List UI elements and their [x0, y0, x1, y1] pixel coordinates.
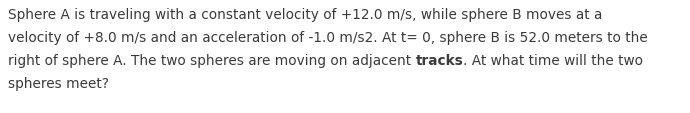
- Text: right of sphere A. The two spheres are moving on adjacent: right of sphere A. The two spheres are m…: [8, 54, 415, 67]
- Text: velocity of +8.0 m/s and an acceleration of -1.0 m/s2. At t= 0, sphere B is 52.0: velocity of +8.0 m/s and an acceleration…: [8, 31, 648, 45]
- Text: . At what time will the two: . At what time will the two: [463, 54, 643, 67]
- Text: tracks: tracks: [415, 54, 463, 67]
- Text: spheres meet?: spheres meet?: [8, 76, 109, 90]
- Text: Sphere A is traveling with a constant velocity of +12.0 m/s, while sphere B move: Sphere A is traveling with a constant ve…: [8, 8, 602, 22]
